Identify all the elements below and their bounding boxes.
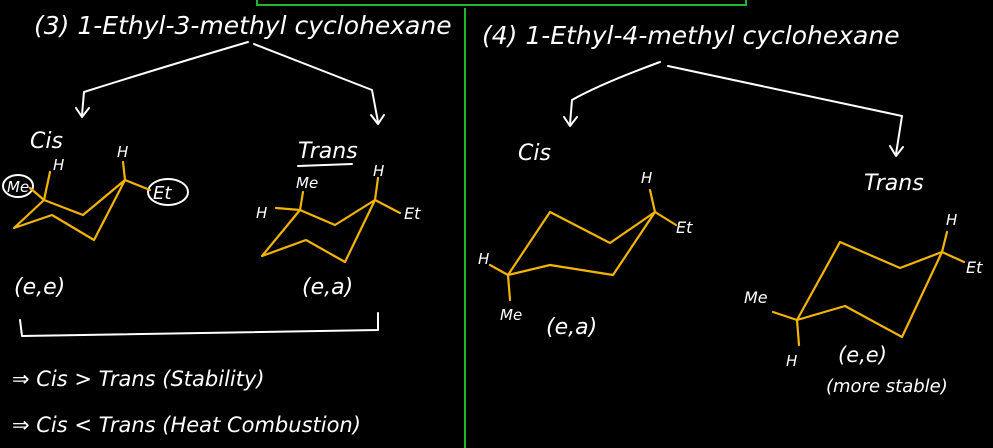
left-cis-config: (e,e) <box>14 275 65 300</box>
right-cis-chair <box>488 188 678 302</box>
left-trans-underline <box>297 163 353 167</box>
right-heading: (4) 1-Ethyl-4-methyl cyclohexane <box>482 21 900 50</box>
left-bracket <box>19 312 379 337</box>
left-trans-chair <box>260 176 402 264</box>
left-cis-h1: H <box>53 156 64 174</box>
right-branch-arrows <box>563 61 904 157</box>
right-cis-config: (e,a) <box>546 315 597 340</box>
left-trans-me: Me <box>296 174 318 192</box>
right-cis-label: Cis <box>518 141 551 166</box>
left-cis-h2: H <box>117 143 128 161</box>
left-trans-h-top: H <box>373 162 384 180</box>
right-cis-h-top: H <box>641 169 652 187</box>
conclusion-heat-combustion: ⇒ Cis < Trans (Heat Combustion) <box>12 413 361 437</box>
right-trans-chair <box>771 230 966 347</box>
left-cis-et: Et <box>153 183 172 204</box>
right-trans-me: Me <box>744 288 768 307</box>
right-trans-et: Et <box>966 258 983 277</box>
right-trans-h-top: H <box>946 211 957 229</box>
left-heading: (3) 1-Ethyl-3-methyl cyclohexane <box>34 11 452 40</box>
left-branch-arrows <box>75 41 385 125</box>
right-cis-et: Et <box>676 218 693 237</box>
right-trans-label: Trans <box>864 171 924 196</box>
right-cis-me: Me <box>500 306 522 324</box>
left-trans-config: (e,a) <box>302 275 353 300</box>
left-cis-me-circle <box>2 174 34 198</box>
left-trans-et: Et <box>404 204 421 223</box>
right-trans-h-bottom: H <box>786 352 797 370</box>
right-trans-config: (e,e) <box>838 343 887 367</box>
left-cis-et-circle <box>147 178 189 206</box>
left-trans-h-left: H <box>256 204 267 222</box>
top-frame <box>256 0 747 6</box>
left-trans-label: Trans <box>298 139 358 164</box>
left-cis-label: Cis <box>30 129 63 154</box>
conclusion-stability: ⇒ Cis > Trans (Stability) <box>12 367 265 391</box>
left-cis-chair <box>12 160 152 242</box>
left-cis-me: Me <box>7 178 29 196</box>
right-cis-h-left: H <box>478 250 489 268</box>
right-trans-note: (more stable) <box>826 376 948 397</box>
